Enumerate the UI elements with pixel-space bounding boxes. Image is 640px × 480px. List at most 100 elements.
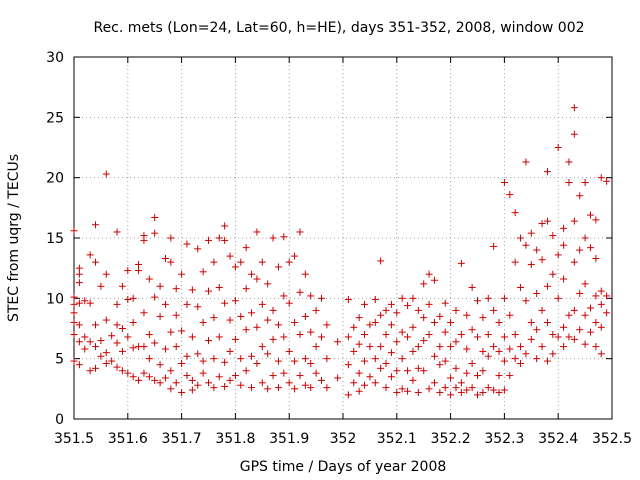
data-point — [70, 293, 78, 301]
data-point — [538, 306, 546, 314]
data-point — [264, 385, 272, 393]
data-point — [264, 280, 272, 288]
data-point — [264, 350, 272, 358]
data-point — [479, 367, 487, 375]
data-point — [221, 358, 229, 366]
data-point — [75, 270, 83, 278]
data-point — [430, 276, 438, 284]
data-point — [597, 300, 605, 308]
data-point — [285, 347, 293, 355]
x-tick-label: 351.6 — [108, 431, 148, 447]
data-point — [269, 335, 277, 343]
data-point — [495, 347, 503, 355]
data-point — [344, 333, 352, 341]
data-point — [387, 349, 395, 357]
x-tick-label: 351.5 — [54, 431, 94, 447]
data-point — [371, 318, 379, 326]
data-point — [549, 350, 557, 358]
data-point — [495, 388, 503, 396]
data-point — [570, 335, 578, 343]
data-point — [161, 374, 169, 382]
data-point — [231, 372, 239, 380]
data-point — [549, 331, 557, 339]
data-point — [291, 357, 299, 365]
data-point — [301, 381, 309, 389]
data-point — [334, 338, 342, 346]
data-point — [102, 270, 110, 278]
data-point — [484, 294, 492, 302]
data-point — [75, 361, 83, 369]
y-tick-label: 30 — [46, 50, 64, 66]
data-point — [92, 258, 100, 266]
data-point — [113, 321, 121, 329]
data-point — [565, 158, 573, 166]
data-point — [248, 309, 256, 317]
data-point — [334, 374, 342, 382]
data-point — [484, 352, 492, 360]
data-point — [167, 258, 175, 266]
data-point — [581, 234, 589, 242]
x-tick-label: 352 — [330, 431, 357, 447]
data-point — [178, 270, 186, 278]
data-point — [86, 299, 94, 307]
data-point — [463, 386, 471, 394]
data-point — [205, 236, 212, 244]
data-point — [92, 321, 100, 329]
data-point — [344, 361, 352, 369]
data-point — [248, 384, 256, 392]
data-point — [479, 388, 487, 396]
data-point — [113, 300, 121, 308]
data-point — [533, 246, 541, 254]
x-tick-label: 352.3 — [484, 431, 524, 447]
data-point — [457, 331, 465, 339]
data-point — [436, 343, 444, 351]
data-point — [517, 359, 525, 367]
data-point — [210, 355, 218, 363]
data-point — [118, 347, 126, 355]
data-point — [215, 333, 223, 341]
data-point — [102, 359, 110, 367]
data-point — [409, 323, 417, 331]
data-point — [430, 352, 438, 360]
y-axis-title: STEC from uqrg / TECUs — [6, 154, 22, 322]
data-point — [274, 384, 282, 392]
data-point — [312, 369, 320, 377]
data-point — [350, 323, 358, 331]
data-point — [242, 367, 250, 375]
data-point — [291, 252, 299, 260]
x-tick-label: 351.9 — [269, 431, 309, 447]
data-point — [533, 355, 541, 363]
data-point — [199, 357, 207, 365]
data-point — [377, 257, 385, 265]
data-point — [570, 217, 578, 225]
x-tick-label: 352.1 — [377, 431, 417, 447]
data-point — [205, 337, 212, 345]
data-point — [70, 357, 78, 365]
data-point — [441, 299, 449, 307]
y-tick-label: 20 — [46, 171, 64, 187]
data-point — [205, 379, 212, 387]
data-point — [398, 328, 406, 336]
data-point — [317, 294, 325, 302]
data-point — [70, 309, 78, 317]
data-point — [70, 227, 78, 235]
data-point — [113, 228, 121, 236]
data-point — [479, 314, 487, 322]
data-point — [118, 367, 126, 375]
data-point — [291, 385, 299, 393]
data-point — [560, 241, 568, 249]
data-point — [307, 359, 315, 367]
data-point — [92, 364, 100, 372]
data-point — [441, 328, 449, 336]
data-point — [296, 331, 304, 339]
data-point — [490, 343, 498, 351]
data-point — [269, 306, 277, 314]
data-point — [237, 312, 245, 320]
data-point — [194, 350, 202, 358]
data-point — [161, 255, 169, 263]
data-point — [291, 318, 299, 326]
data-point — [506, 372, 514, 380]
data-point — [258, 379, 266, 387]
data-point — [543, 217, 551, 225]
